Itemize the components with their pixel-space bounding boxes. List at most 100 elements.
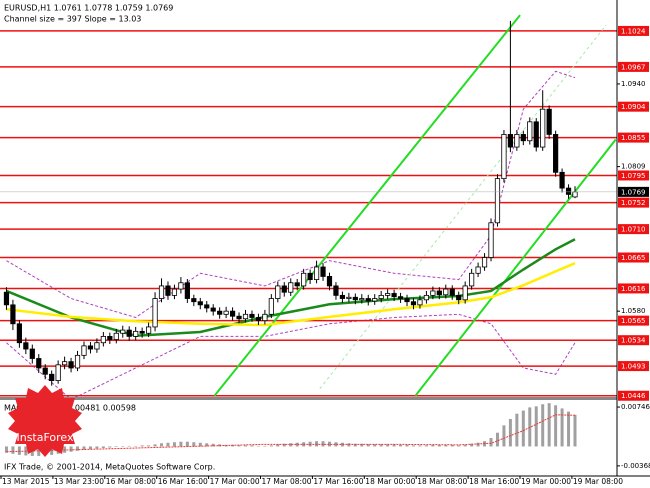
- macd-signal: [6, 414, 576, 453]
- level-label-box: [618, 283, 649, 294]
- macd-bar: [282, 443, 286, 447]
- macd-bar: [508, 419, 512, 447]
- candle-body: [3, 291, 10, 306]
- candle-body: [275, 285, 281, 299]
- candle-body: [255, 317, 262, 322]
- candle-body: [469, 272, 475, 287]
- macd-bar: [237, 445, 241, 447]
- macd-bar: [172, 442, 176, 447]
- level-label-box: [618, 224, 649, 235]
- macd-bar: [185, 441, 189, 447]
- macd-bar: [457, 445, 461, 447]
- macd-bar: [495, 432, 499, 447]
- candle-body: [481, 257, 488, 268]
- x-tick-label: 17 Mar 16:00: [313, 477, 363, 486]
- macd-bar: [534, 406, 538, 447]
- candle-body: [262, 313, 268, 322]
- candle-body: [100, 336, 106, 344]
- y-tick-label: 1.0809: [621, 163, 646, 171]
- x-tick-label: 18 Mar 08:00: [417, 477, 467, 486]
- level-label-box: [618, 132, 649, 143]
- level-label-box: [618, 361, 649, 372]
- level-label-box: [618, 315, 649, 326]
- macd-bar: [379, 444, 383, 447]
- candle-body: [462, 285, 468, 301]
- macd-bar: [179, 441, 183, 447]
- macd-bar: [114, 446, 118, 447]
- candle-body: [391, 293, 397, 298]
- candle-body: [359, 298, 365, 301]
- candle-body: [443, 288, 449, 296]
- candle-body: [268, 298, 274, 315]
- macd-bar: [502, 425, 506, 447]
- macd-bar: [147, 445, 151, 447]
- level-label: 1.0904: [621, 103, 646, 111]
- macd-bar: [399, 444, 403, 447]
- macd-bar: [547, 403, 551, 447]
- x-tick-label: 16 Mar 08:00: [106, 477, 156, 486]
- x-tick-label: 13 Mar 2015: [2, 477, 50, 486]
- candle-body: [36, 358, 42, 369]
- macd-bar: [17, 446, 21, 455]
- candle-body: [301, 272, 307, 287]
- candle-body: [352, 296, 358, 301]
- candle-body: [197, 301, 203, 306]
- y-tick-label: 1.0580: [621, 307, 646, 315]
- candle-body: [378, 294, 384, 299]
- candle-body: [449, 288, 455, 296]
- channel-line: [319, 24, 607, 390]
- level-label-box: [618, 390, 649, 401]
- candle-body: [385, 293, 391, 296]
- macd-bar: [347, 443, 351, 447]
- macd-bar: [470, 443, 474, 447]
- level-label: 1.0752: [621, 199, 646, 207]
- candle-body: [107, 336, 113, 340]
- x-tick-label: 13 Mar 23:00: [54, 477, 104, 486]
- macd-bar: [69, 446, 73, 452]
- macd-bar: [88, 446, 92, 450]
- level-label-box: [618, 61, 649, 72]
- candle-body: [294, 282, 300, 287]
- level-label: 1.1024: [621, 27, 646, 35]
- macd-bar: [192, 442, 196, 447]
- candle-body: [87, 345, 94, 350]
- candle-body: [126, 329, 132, 337]
- level-label: 1.0493: [621, 363, 646, 371]
- candle-body: [559, 171, 565, 189]
- logo-text: InstaForex: [16, 431, 74, 444]
- macd-bar: [541, 404, 545, 447]
- band-line: [6, 70, 576, 319]
- level-label-box: [618, 335, 649, 346]
- candle-body: [565, 187, 572, 195]
- level-label: 1.0967: [621, 63, 646, 71]
- candle-body: [249, 313, 255, 318]
- candle-body: [281, 285, 287, 293]
- candle-body: [94, 342, 100, 350]
- candle-body: [520, 134, 526, 142]
- level-label: 1.0616: [621, 285, 646, 293]
- level-label: 1.0446: [621, 392, 646, 400]
- candle-body: [171, 288, 178, 296]
- candle-body: [23, 342, 29, 350]
- x-tick-label: 17 Mar 08:00: [262, 477, 312, 486]
- macd-bar: [573, 414, 577, 447]
- macd-bar: [198, 442, 202, 447]
- candle-body: [507, 134, 513, 148]
- macd-y-tick-label: -0.00368: [621, 462, 650, 470]
- candle-body: [533, 121, 539, 148]
- macd-bar: [37, 446, 41, 456]
- candle-body: [81, 345, 87, 356]
- macd-bar: [244, 445, 248, 447]
- macd-bar: [567, 411, 571, 447]
- macd-bar: [476, 442, 480, 447]
- macd-bar: [76, 446, 80, 451]
- chart-title: EURUSD,H1 1.0761 1.0778 1.0759 1.0769: [4, 4, 173, 13]
- candle-body: [313, 266, 320, 281]
- macd-bar: [95, 446, 99, 449]
- x-tick-label: 18 Mar 16:00: [469, 477, 519, 486]
- level-label-box: [618, 252, 649, 263]
- panel-separator: [0, 397, 617, 400]
- level-label: 1.0665: [621, 254, 646, 262]
- macd-bar: [327, 441, 331, 447]
